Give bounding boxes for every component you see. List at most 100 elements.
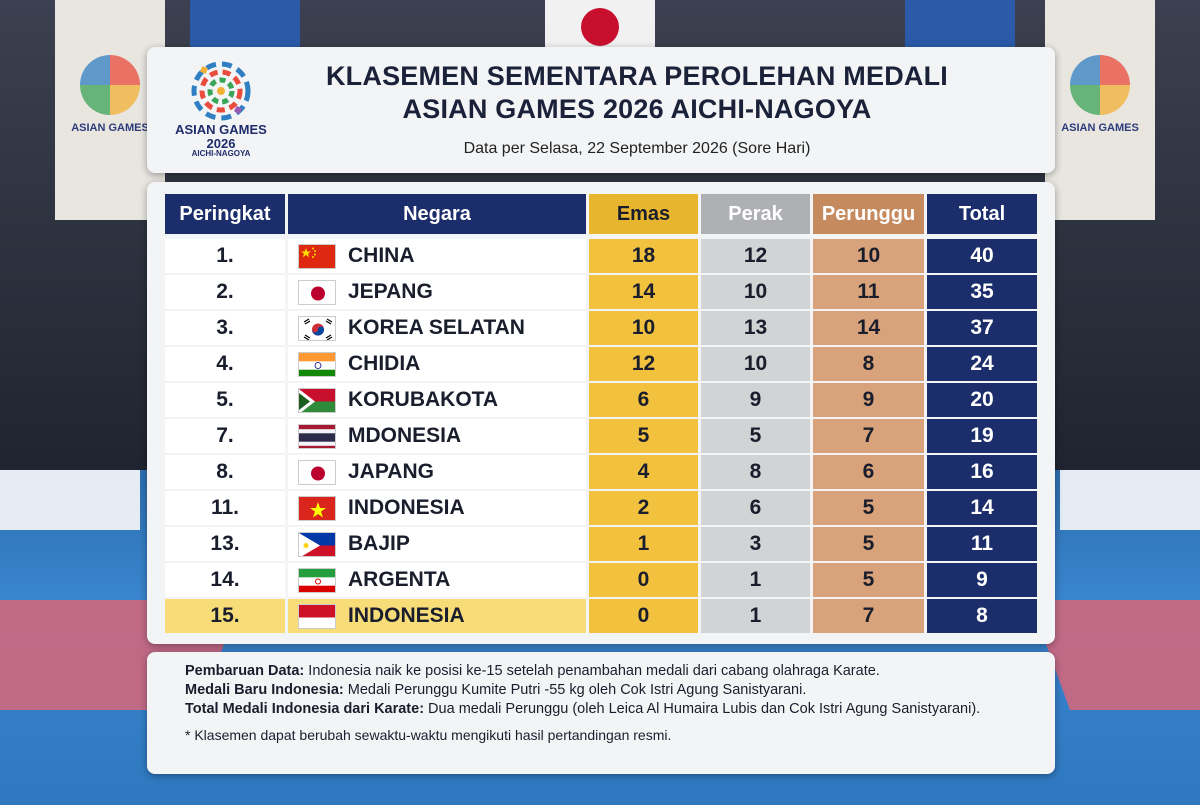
header-silver: Perak [701, 194, 810, 234]
banner-right: ASIAN GAMES [1045, 0, 1155, 220]
cell-rank: 7. [165, 419, 285, 453]
cell-bronze: 9 [813, 383, 924, 417]
country-name: KOREA SELATAN [348, 316, 525, 339]
cell-rank: 13. [165, 527, 285, 561]
cell-bronze: 5 [813, 563, 924, 597]
asian-games-logo: ASIAN GAMES 2026 AICHI-NAGOYA [159, 61, 289, 166]
japan-flag-banner [545, 0, 655, 48]
cell-silver: 10 [701, 347, 810, 381]
flag-in-icon [298, 351, 336, 377]
logo-line-3: AICHI-NAGOYA [191, 149, 251, 159]
cell-country: JAPANG [288, 455, 586, 489]
header-gold: Emas [589, 194, 698, 234]
note-karate-text: Dua medali Perunggu (oleh Leica Al Humai… [424, 701, 981, 717]
cell-country: CHINA [288, 239, 586, 273]
banner-text: ASIAN GAMES [71, 122, 149, 134]
cell-bronze: 14 [813, 311, 924, 345]
cell-country: ARGENTA [288, 563, 586, 597]
header-total: Total [927, 194, 1037, 234]
cell-gold: 1 [589, 527, 698, 561]
cell-total: 40 [927, 239, 1037, 273]
note-update: Pembaruan Data: Indonesia naik ke posisi… [185, 662, 1025, 681]
notes-panel: Pembaruan Data: Indonesia naik ke posisi… [147, 652, 1055, 774]
page-title: KLASEMEN SEMENTARA PEROLEHAN MEDALI ASIA… [297, 60, 977, 126]
cell-bronze: 5 [813, 491, 924, 525]
flag-jp-icon [298, 279, 336, 305]
note-new-medal: Medali Baru Indonesia: Medali Perunggu K… [185, 681, 1025, 700]
cell-silver: 1 [701, 599, 810, 633]
cell-silver: 10 [701, 275, 810, 309]
table-row: 13. BAJIP 1 3 5 11 [165, 527, 1037, 561]
country-name: KORUBAKOTA [348, 388, 499, 411]
country-name: CHIDIA [348, 352, 421, 375]
cell-country: INDONESIA [288, 599, 586, 633]
note-new-medal-label: Medali Baru Indonesia: [185, 682, 344, 698]
cell-silver: 5 [701, 419, 810, 453]
logo-line-1: ASIAN GAMES [175, 122, 267, 137]
cell-country: INDONESIA [288, 491, 586, 525]
logo-line-2: 2026 [206, 135, 236, 151]
header-rank: Peringkat [165, 194, 285, 234]
note-update-text: Indonesia naik ke posisi ke-15 setelah p… [304, 663, 880, 679]
cell-total: 37 [927, 311, 1037, 345]
table-row: 15. INDONESIA 0 1 7 8 [165, 599, 1037, 633]
cell-silver: 6 [701, 491, 810, 525]
flag-cn-icon [298, 243, 336, 269]
cell-country: MDONESIA [288, 419, 586, 453]
flag-id-icon [298, 603, 336, 629]
note-update-label: Pembaruan Data: [185, 663, 305, 679]
cell-country: KORUBAKOTA [288, 383, 586, 417]
cell-total: 24 [927, 347, 1037, 381]
header-panel: ASIAN GAMES 2026 AICHI-NAGOYA KLASEMEN S… [147, 47, 1055, 173]
cell-gold: 18 [589, 239, 698, 273]
cell-gold: 4 [589, 455, 698, 489]
banner-text: ASIAN GAMES [1061, 122, 1139, 134]
title-line-2: ASIAN GAMES 2026 AICHI-NAGOYA [402, 94, 872, 124]
cell-rank: 11. [165, 491, 285, 525]
cell-country: JEPANG [288, 275, 586, 309]
table-row: 8. JAPANG 4 8 6 16 [165, 455, 1037, 489]
cell-total: 14 [927, 491, 1037, 525]
country-name: MDONESIA [348, 424, 462, 447]
cell-gold: 12 [589, 347, 698, 381]
cell-total: 8 [927, 599, 1037, 633]
cell-gold: 5 [589, 419, 698, 453]
cell-total: 9 [927, 563, 1037, 597]
flag-ph-icon [298, 531, 336, 557]
header-bronze: Perunggu [813, 194, 924, 234]
banner-logo-icon [1070, 55, 1130, 115]
country-name: INDONESIA [348, 604, 465, 627]
country-name: JAPANG [348, 460, 434, 483]
advertising-board [1060, 470, 1200, 530]
asian-games-logo-icon [191, 61, 251, 121]
banner-logo-icon [80, 55, 140, 115]
cell-silver: 1 [701, 563, 810, 597]
cell-bronze: 5 [813, 527, 924, 561]
cell-rank: 3. [165, 311, 285, 345]
table-row: 1. CHINA 18 12 10 40 [165, 239, 1037, 273]
banner-blue [905, 0, 1015, 48]
cell-gold: 0 [589, 599, 698, 633]
country-name: ARGENTA [348, 568, 451, 591]
cell-country: BAJIP [288, 527, 586, 561]
table-row: 4. CHIDIA 12 10 8 24 [165, 347, 1037, 381]
flag-kr-icon [298, 315, 336, 341]
cell-rank: 2. [165, 275, 285, 309]
flag-jp-icon [298, 459, 336, 485]
cell-total: 35 [927, 275, 1037, 309]
notes: Pembaruan Data: Indonesia naik ke posisi… [185, 662, 1025, 745]
flag-th-icon [298, 423, 336, 449]
cell-rank: 5. [165, 383, 285, 417]
cell-bronze: 7 [813, 599, 924, 633]
table-row: 3. KOREA SELATAN 10 13 14 37 [165, 311, 1037, 345]
flag-ir-icon [298, 567, 336, 593]
banner-blue [190, 0, 300, 48]
cell-gold: 14 [589, 275, 698, 309]
cell-rank: 14. [165, 563, 285, 597]
cell-rank: 4. [165, 347, 285, 381]
cell-gold: 10 [589, 311, 698, 345]
note-karate-label: Total Medali Indonesia dari Karate: [185, 701, 425, 717]
cell-gold: 2 [589, 491, 698, 525]
cell-total: 20 [927, 383, 1037, 417]
flag-kb-icon [298, 387, 336, 413]
